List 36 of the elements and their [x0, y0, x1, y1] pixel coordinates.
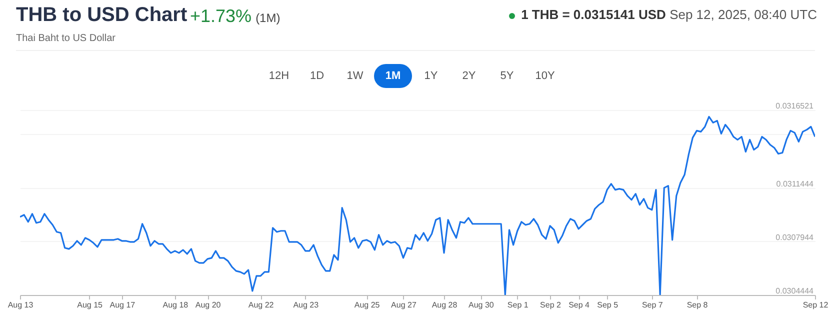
text: +1.73% — [190, 6, 252, 26]
text: 1M — [374, 64, 412, 88]
x-tick-label: Aug 28 — [432, 300, 458, 310]
y-tick-label: 0.0307944 — [776, 232, 814, 242]
x-tick-label: Sep 1 — [507, 300, 529, 310]
x-tick-label: Aug 17 — [110, 300, 136, 310]
x-tick-label: Aug 27 — [391, 300, 417, 310]
y-tick-label: 0.0316521 — [776, 102, 814, 110]
x-tick-label: Aug 20 — [195, 300, 222, 310]
x-tick-label: Sep 12 — [802, 300, 829, 310]
x-tick-label: Aug 30 — [468, 300, 494, 310]
x-tick-label: Sep 2 — [540, 300, 562, 310]
x-tick-label: Sep 4 — [568, 300, 590, 310]
y-tick-label: 0.0311444 — [776, 179, 814, 188]
text: (1M) — [256, 11, 280, 25]
x-tick-label: Aug 23 — [293, 300, 320, 310]
text: 1Y — [423, 69, 439, 84]
text: 1 THB = 0.0315141 USD — [521, 7, 666, 22]
text: 1W — [346, 69, 364, 84]
x-tick-label: Aug 18 — [162, 300, 189, 310]
x-tick-label: Sep 5 — [597, 300, 619, 310]
text: 5Y — [499, 69, 515, 84]
text: 12H — [268, 69, 290, 84]
y-tick-label: 0.0304444 — [776, 286, 814, 296]
x-tick-label: Aug 25 — [354, 300, 380, 310]
x-tick-label: Sep 8 — [686, 300, 708, 310]
x-tick-label: Aug 15 — [77, 300, 104, 310]
text: 1D — [308, 69, 326, 84]
x-tick-label: Aug 13 — [8, 300, 34, 310]
chart-title: THB to USD Chart — [16, 4, 188, 27]
x-tick-label: Aug 22 — [248, 300, 274, 310]
x-tick-label: Sep 7 — [642, 300, 664, 310]
chart-subtitle: Thai Baht to US Dollar — [16, 33, 116, 44]
text: 2Y — [461, 69, 477, 84]
text: 10Y — [534, 69, 556, 84]
text: Sep 12, 2025, 08:40 UTC — [668, 7, 817, 22]
